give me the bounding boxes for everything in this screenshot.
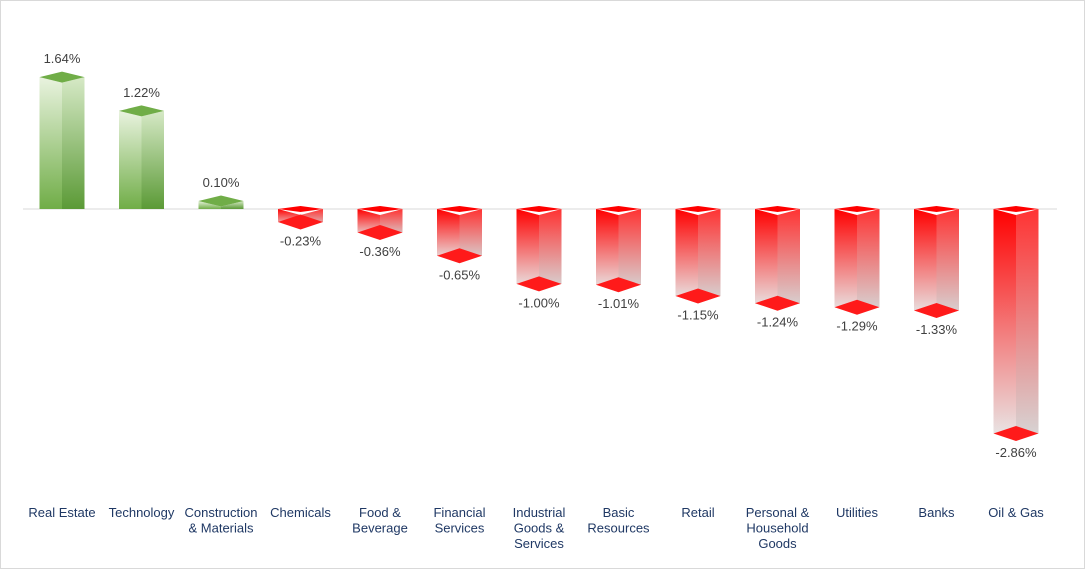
bar-top (834, 206, 880, 212)
bar-side-face (141, 110, 164, 209)
bar-personal-and-household-goods (755, 206, 800, 311)
category-label-personal-and-household-goods: Personal & Household Goods (746, 505, 810, 551)
bar-side-face (539, 209, 562, 290)
bar-industrial-goods-and-services (516, 206, 562, 292)
bar-utilities (834, 206, 880, 315)
value-label-basic-resources: -1.01% (598, 296, 640, 311)
bar-front-face (198, 200, 221, 209)
bar-top (437, 206, 482, 212)
bar-front-face (914, 209, 937, 316)
bar-basic-resources (596, 206, 641, 293)
category-label-utilities: Utilities (836, 505, 878, 520)
bar-side-face (1016, 209, 1039, 439)
category-label-construction-and-materials: Construction & Materials (185, 505, 258, 536)
bar-front-face (755, 209, 778, 309)
category-label-chemicals: Chemicals (270, 505, 331, 520)
bar-side-face (618, 209, 641, 291)
bar-top (516, 206, 562, 212)
bar-cap (39, 71, 85, 83)
bar-front-face (119, 110, 142, 209)
value-label-utilities: -1.29% (836, 319, 878, 334)
bar-front-face (437, 209, 460, 262)
category-label-banks: Banks (918, 505, 955, 520)
value-label-banks: -1.33% (916, 322, 958, 337)
bar-top (278, 206, 323, 212)
category-label-food-and-beverage: Food & Beverage (352, 505, 408, 536)
category-label-retail: Retail (681, 505, 714, 520)
bar-cap (596, 277, 641, 293)
bar-chemicals (278, 206, 323, 230)
value-label-real-estate: 1.64% (44, 51, 81, 66)
bar-food-and-beverage (357, 206, 403, 240)
bar-side-face (777, 209, 800, 309)
bar-top (755, 206, 800, 212)
bar-front-face (993, 209, 1016, 439)
category-label-real-estate: Real Estate (28, 505, 95, 520)
bar-cap (198, 195, 244, 207)
bar-technology (119, 105, 164, 209)
bar-cap (357, 224, 403, 240)
category-label-technology: Technology (109, 505, 175, 520)
value-labels-group: 1.64% 1.22% 0.10% -0.23% -0.36% -0.65% -1.00% -… (44, 51, 1037, 460)
bar-front-face (596, 209, 619, 291)
bar-front-face (516, 209, 539, 290)
bar-front-face (834, 209, 857, 313)
bar-cap (914, 302, 959, 318)
bar-cap (834, 299, 880, 315)
value-label-personal-and-household-goods: -1.24% (757, 315, 799, 330)
bar-side-face (857, 209, 880, 313)
value-label-oil-and-gas: -2.86% (995, 445, 1037, 460)
bar-front-face (675, 209, 698, 302)
bar-top (357, 206, 403, 212)
bar-construction-and-materials (198, 195, 244, 209)
bar-banks (914, 206, 959, 318)
value-label-retail: -1.15% (677, 307, 719, 322)
bar-cap (119, 105, 164, 117)
value-label-technology: 1.22% (123, 85, 160, 100)
bar-cap (675, 288, 721, 304)
bar-cap (278, 214, 323, 230)
value-label-financial-services: -0.65% (439, 267, 481, 282)
bar-top (675, 206, 721, 212)
bar-front-face (39, 77, 62, 210)
category-labels-group: Real Estate Technology Construction & Mater… (28, 505, 1044, 551)
bar-side-face (221, 200, 244, 209)
bar-side-face (459, 209, 482, 262)
bars-group (39, 71, 1039, 441)
bar-top (596, 206, 641, 212)
bar-top (993, 206, 1039, 212)
category-label-basic-resources: Basic Resources (587, 505, 650, 536)
bar-cap (993, 426, 1039, 441)
bar-side-face (698, 209, 721, 302)
bar-side-face (62, 77, 85, 210)
bar-financial-services (437, 206, 482, 264)
category-label-industrial-goods-and-services: Industrial Goods & Services (513, 505, 566, 551)
bar-side-face (936, 209, 959, 316)
bar-cap (516, 276, 562, 292)
bar-top (914, 206, 959, 212)
value-label-chemicals: -0.23% (280, 233, 322, 248)
category-label-financial-services: Financial Services (433, 505, 485, 536)
value-label-industrial-goods-and-services: -1.00% (518, 295, 560, 310)
value-label-food-and-beverage: -0.36% (359, 244, 401, 259)
bar-oil-and-gas (993, 206, 1039, 441)
category-label-oil-and-gas: Oil & Gas (988, 505, 1044, 520)
bar-retail (675, 206, 721, 304)
bar-cap (437, 248, 482, 264)
value-label-construction-and-materials: 0.10% (203, 175, 240, 190)
bar-cap (755, 295, 800, 311)
bar-real-estate (39, 71, 85, 210)
